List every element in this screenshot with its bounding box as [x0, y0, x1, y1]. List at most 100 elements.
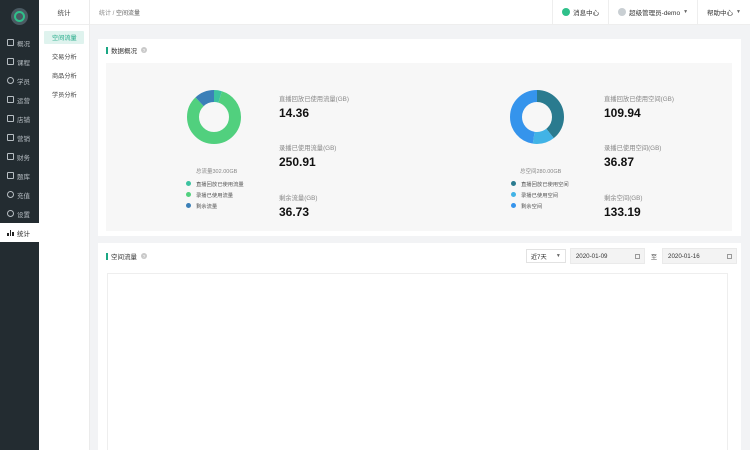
- space-traffic-header: 空间流量 ?: [98, 243, 741, 269]
- chevron-down-icon: ▼: [683, 9, 689, 15]
- stat-remaining-space: 剩余空间(GB) 133.19: [604, 195, 684, 219]
- start-date-input[interactable]: 2020-01-09: [569, 248, 645, 264]
- traffic-legend: 直播回放已使用流量 录播已使用流量 剩余流量: [186, 178, 244, 211]
- legend-item: 剩余空间: [511, 200, 569, 211]
- stat-value: 133.19: [604, 205, 641, 219]
- traffic-donut-chart: [186, 89, 242, 145]
- overview-title: 数据概况: [111, 48, 137, 55]
- legend-label: 录播已使用空间: [521, 192, 559, 199]
- stat-remaining-traffic: 剩余流量(GB) 36.73: [279, 195, 359, 219]
- sub-sidebar: 统计 空间流量 交易分析 商品分析 学员分析: [39, 0, 90, 450]
- subnav-item-student-analysis[interactable]: 学员分析: [52, 92, 77, 99]
- nav-item-question-bank[interactable]: 题库: [0, 166, 39, 185]
- nav-item-label: 题库: [17, 173, 30, 181]
- main-sidebar: 概况 课程 学员 运营 店铺 营销 财务 题库 充值 设置 统计: [0, 0, 39, 450]
- legend-label: 直播回放已使用流量: [196, 181, 244, 188]
- message-icon: [562, 8, 571, 16]
- stat-value: 109.94: [604, 106, 641, 120]
- date-range-separator: 至: [650, 253, 657, 261]
- nav-item-operation[interactable]: 运营: [0, 90, 39, 109]
- nav-item-label: 统计: [17, 230, 30, 238]
- slice-remaining-traffic: [187, 90, 241, 144]
- legend-dot: [186, 203, 191, 208]
- nav-item-label: 店铺: [17, 116, 30, 124]
- recharge-icon: [7, 191, 14, 198]
- space-traffic-chart-area: [107, 273, 728, 450]
- student-icon: [7, 77, 14, 84]
- stat-value: 36.73: [279, 205, 310, 219]
- nav-item-label: 充值: [17, 192, 30, 200]
- range-select[interactable]: 近7天 ▼: [525, 249, 566, 263]
- calendar-icon: [634, 253, 640, 259]
- stat-value: 250.91: [279, 155, 316, 169]
- nav-item-overview[interactable]: 概况: [0, 33, 39, 52]
- nav-item-shop[interactable]: 店铺: [0, 109, 39, 128]
- help-center-button[interactable]: 帮助中心 ▼: [698, 0, 750, 24]
- overview-header: 数据概况 ?: [98, 39, 741, 61]
- stat-live-replay-traffic: 直播回放已使用流量(GB) 14.36: [279, 96, 359, 120]
- legend-dot: [186, 192, 191, 197]
- legend-item: 录播已使用流量: [186, 189, 244, 200]
- legend-item: 剩余流量: [186, 200, 244, 211]
- legend-dot: [511, 192, 516, 197]
- nav-item-label: 设置: [17, 211, 30, 219]
- chevron-down-icon: ▼: [555, 253, 561, 259]
- legend-label: 直播回放已使用空间: [521, 181, 569, 188]
- help-icon[interactable]: ?: [141, 253, 147, 259]
- course-icon: [7, 58, 14, 65]
- settings-icon: [7, 210, 14, 217]
- legend-dot: [511, 181, 516, 186]
- space-traffic-panel: 空间流量 ? 近7天 ▼ 2020-01-09 至 2020-01-16: [98, 243, 741, 450]
- nav-item-statistics[interactable]: 统计: [0, 223, 39, 242]
- user-name: 超级管理员-demo: [629, 10, 681, 17]
- logo[interactable]: [0, 0, 39, 33]
- slice-recorded-traffic: [187, 90, 241, 144]
- nav-item-label: 运营: [17, 97, 30, 105]
- legend-dot: [511, 203, 516, 208]
- legend-label: 剩余流量: [196, 203, 218, 210]
- nav-item-course[interactable]: 课程: [0, 52, 39, 71]
- stat-label: 剩余流量(GB): [279, 195, 318, 202]
- subnav-item-product-analysis[interactable]: 商品分析: [52, 73, 77, 80]
- space-traffic-title: 空间流量: [111, 254, 137, 261]
- overview-icon: [7, 39, 14, 46]
- shop-icon: [7, 115, 14, 122]
- stat-label: 剩余空间(GB): [604, 195, 643, 202]
- subnav-item-space-traffic[interactable]: 空间流量: [44, 31, 84, 44]
- subnav-item-trade-analysis[interactable]: 交易分析: [52, 54, 77, 61]
- user-menu-button[interactable]: 超级管理员-demo ▼: [609, 0, 697, 24]
- nav-item-student[interactable]: 学员: [0, 71, 39, 90]
- nav-item-label: 营销: [17, 135, 30, 143]
- stat-recorded-space: 录播已使用空间(GB) 36.87: [604, 145, 684, 169]
- overview-panel: 数据概况 ? 总流量302.00GB 直播回放已使用流量 录播已使用流量 剩余流…: [98, 39, 741, 236]
- stat-value: 36.87: [604, 155, 635, 169]
- end-date-input[interactable]: 2020-01-16: [662, 248, 737, 264]
- nav-item-recharge[interactable]: 充值: [0, 185, 39, 204]
- sub-sidebar-title: 统计: [39, 0, 89, 25]
- logo-icon: [11, 8, 28, 25]
- finance-icon: [7, 153, 14, 160]
- chevron-down-icon: ▼: [736, 9, 741, 15]
- stat-value: 14.36: [279, 106, 310, 120]
- nav-item-finance[interactable]: 财务: [0, 147, 39, 166]
- nav-item-label: 学员: [17, 78, 30, 86]
- breadcrumb: 统计 / 空间流量: [99, 8, 140, 17]
- end-date-value: 2020-01-16: [668, 252, 700, 260]
- nav-item-label: 概况: [17, 40, 30, 48]
- space-donut-chart: [509, 89, 565, 145]
- message-center-label: 消息中心: [573, 10, 600, 17]
- avatar: [618, 8, 627, 16]
- nav-item-label: 课程: [17, 59, 30, 67]
- breadcrumb-root[interactable]: 统计: [99, 10, 112, 17]
- breadcrumb-separator: /: [111, 10, 117, 17]
- space-total: 总空间280.00GB: [520, 169, 562, 175]
- stat-live-replay-space: 直播回放已使用空间(GB) 109.94: [604, 96, 684, 120]
- legend-dot: [186, 181, 191, 186]
- message-center-button[interactable]: 消息中心: [553, 0, 608, 24]
- stat-label: 录播已使用空间(GB): [604, 145, 662, 152]
- nav-item-settings[interactable]: 设置: [0, 204, 39, 223]
- nav-item-marketing[interactable]: 营销: [0, 128, 39, 147]
- nav-item-label: 财务: [17, 154, 30, 162]
- space-legend: 直播回放已使用空间 录播已使用空间 剩余空间: [511, 178, 569, 211]
- help-icon[interactable]: ?: [141, 47, 147, 53]
